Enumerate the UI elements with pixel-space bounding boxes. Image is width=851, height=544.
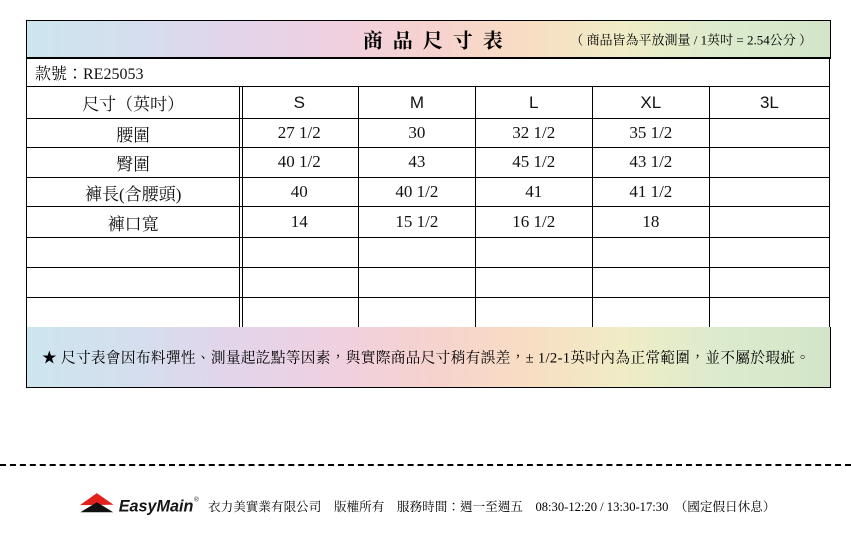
- svg-text:EasyMain: EasyMain: [119, 498, 194, 516]
- svg-text:®: ®: [194, 496, 199, 504]
